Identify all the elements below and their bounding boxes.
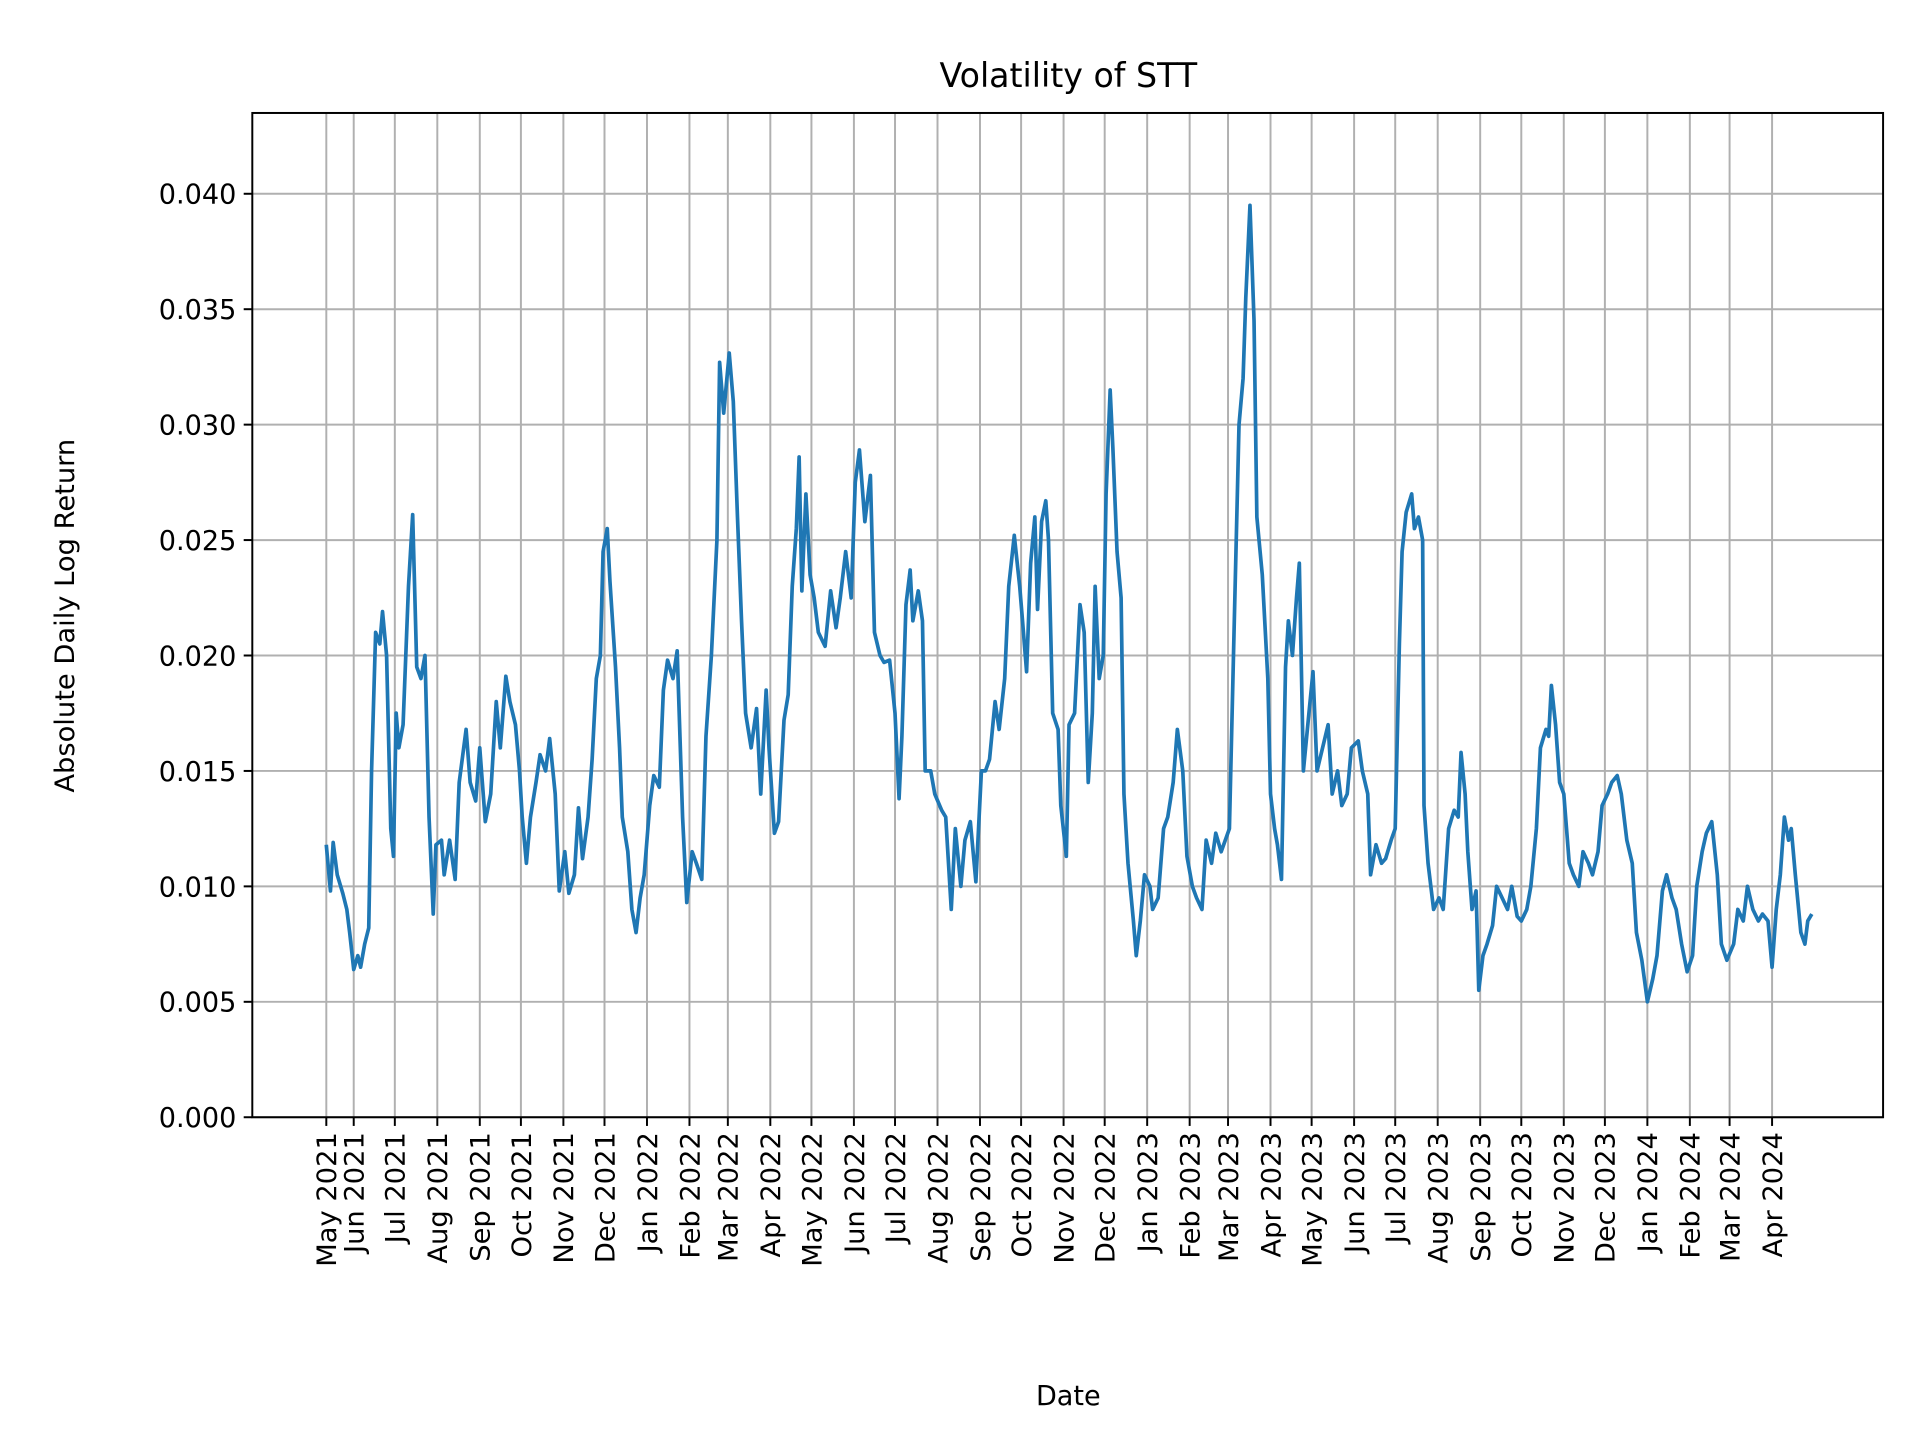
x-tick-label: Jun 2023 [1340, 1132, 1371, 1255]
y-axis-ticks: 0.000 0.005 0.010 0.015 0.020 0.025 0.030 0.035… [159, 180, 253, 1134]
y-axis-label: Absolute Daily Log Return [50, 439, 81, 793]
series-layer [324, 203, 1814, 1004]
x-tick-label: Aug 2022 [923, 1132, 954, 1263]
x-tick-label: Apr 2022 [756, 1132, 787, 1257]
x-tick-label: Mar 2024 [1716, 1132, 1747, 1262]
x-tick-label: Dec 2022 [1091, 1132, 1122, 1263]
y-tick-label: 0.025 [159, 526, 237, 557]
y-tick-label: 0.040 [159, 180, 237, 211]
series-line-0 [324, 203, 1814, 1004]
x-tick-label: Jul 2022 [881, 1132, 912, 1245]
y-tick-label: 0.010 [159, 872, 237, 903]
x-tick-label: Nov 2023 [1550, 1132, 1581, 1263]
y-tick-label: 0.005 [159, 988, 237, 1019]
axes-frame [251, 111, 1885, 1119]
x-tick-label: Feb 2023 [1176, 1132, 1207, 1259]
chart-title: Volatility of STT [939, 56, 1197, 95]
x-tick-label: Jun 2022 [840, 1132, 871, 1255]
x-tick-label: Sep 2022 [966, 1132, 997, 1262]
x-tick-label: Aug 2021 [423, 1132, 454, 1263]
x-tick-label: Jun 2021 [340, 1132, 371, 1255]
x-tick-label: Mar 2022 [714, 1132, 745, 1262]
x-tick-label: Feb 2024 [1676, 1132, 1707, 1259]
x-tick-label: May 2021 [312, 1132, 343, 1267]
x-tick-label: May 2023 [1298, 1132, 1329, 1267]
y-tick-label: 0.000 [159, 1103, 237, 1134]
y-tick-label: 0.035 [159, 295, 237, 326]
x-tick-label: Jul 2023 [1381, 1132, 1412, 1245]
x-tick-label: Sep 2021 [466, 1132, 497, 1262]
x-tick-label: Jan 2024 [1633, 1132, 1664, 1254]
y-tick-label: 0.015 [159, 757, 237, 788]
x-tick-label: May 2022 [797, 1132, 828, 1267]
x-tick-label: Jul 2021 [381, 1132, 412, 1245]
x-tick-label: Nov 2021 [549, 1132, 580, 1263]
x-axis-label: Date [1036, 1381, 1101, 1412]
x-tick-label: Dec 2021 [590, 1132, 621, 1263]
x-tick-label: Mar 2023 [1214, 1132, 1245, 1262]
x-tick-label: Dec 2023 [1591, 1132, 1622, 1263]
x-tick-label: Oct 2023 [1507, 1132, 1538, 1257]
x-tick-label: Nov 2022 [1050, 1132, 1081, 1263]
y-tick-label: 0.020 [159, 641, 237, 672]
x-tick-label: Sep 2023 [1466, 1132, 1497, 1262]
x-tick-label: Oct 2021 [507, 1132, 538, 1257]
x-tick-label: Jan 2023 [1133, 1132, 1164, 1254]
grid-lines [252, 112, 1884, 1119]
x-tick-label: Aug 2023 [1424, 1132, 1455, 1263]
x-tick-label: Jan 2022 [633, 1132, 664, 1254]
x-tick-label: Oct 2022 [1007, 1132, 1038, 1257]
x-tick-label: Apr 2023 [1256, 1132, 1287, 1257]
x-tick-label: Apr 2024 [1758, 1132, 1789, 1257]
x-tick-label: Feb 2022 [675, 1132, 706, 1259]
y-tick-label: 0.030 [159, 410, 237, 441]
